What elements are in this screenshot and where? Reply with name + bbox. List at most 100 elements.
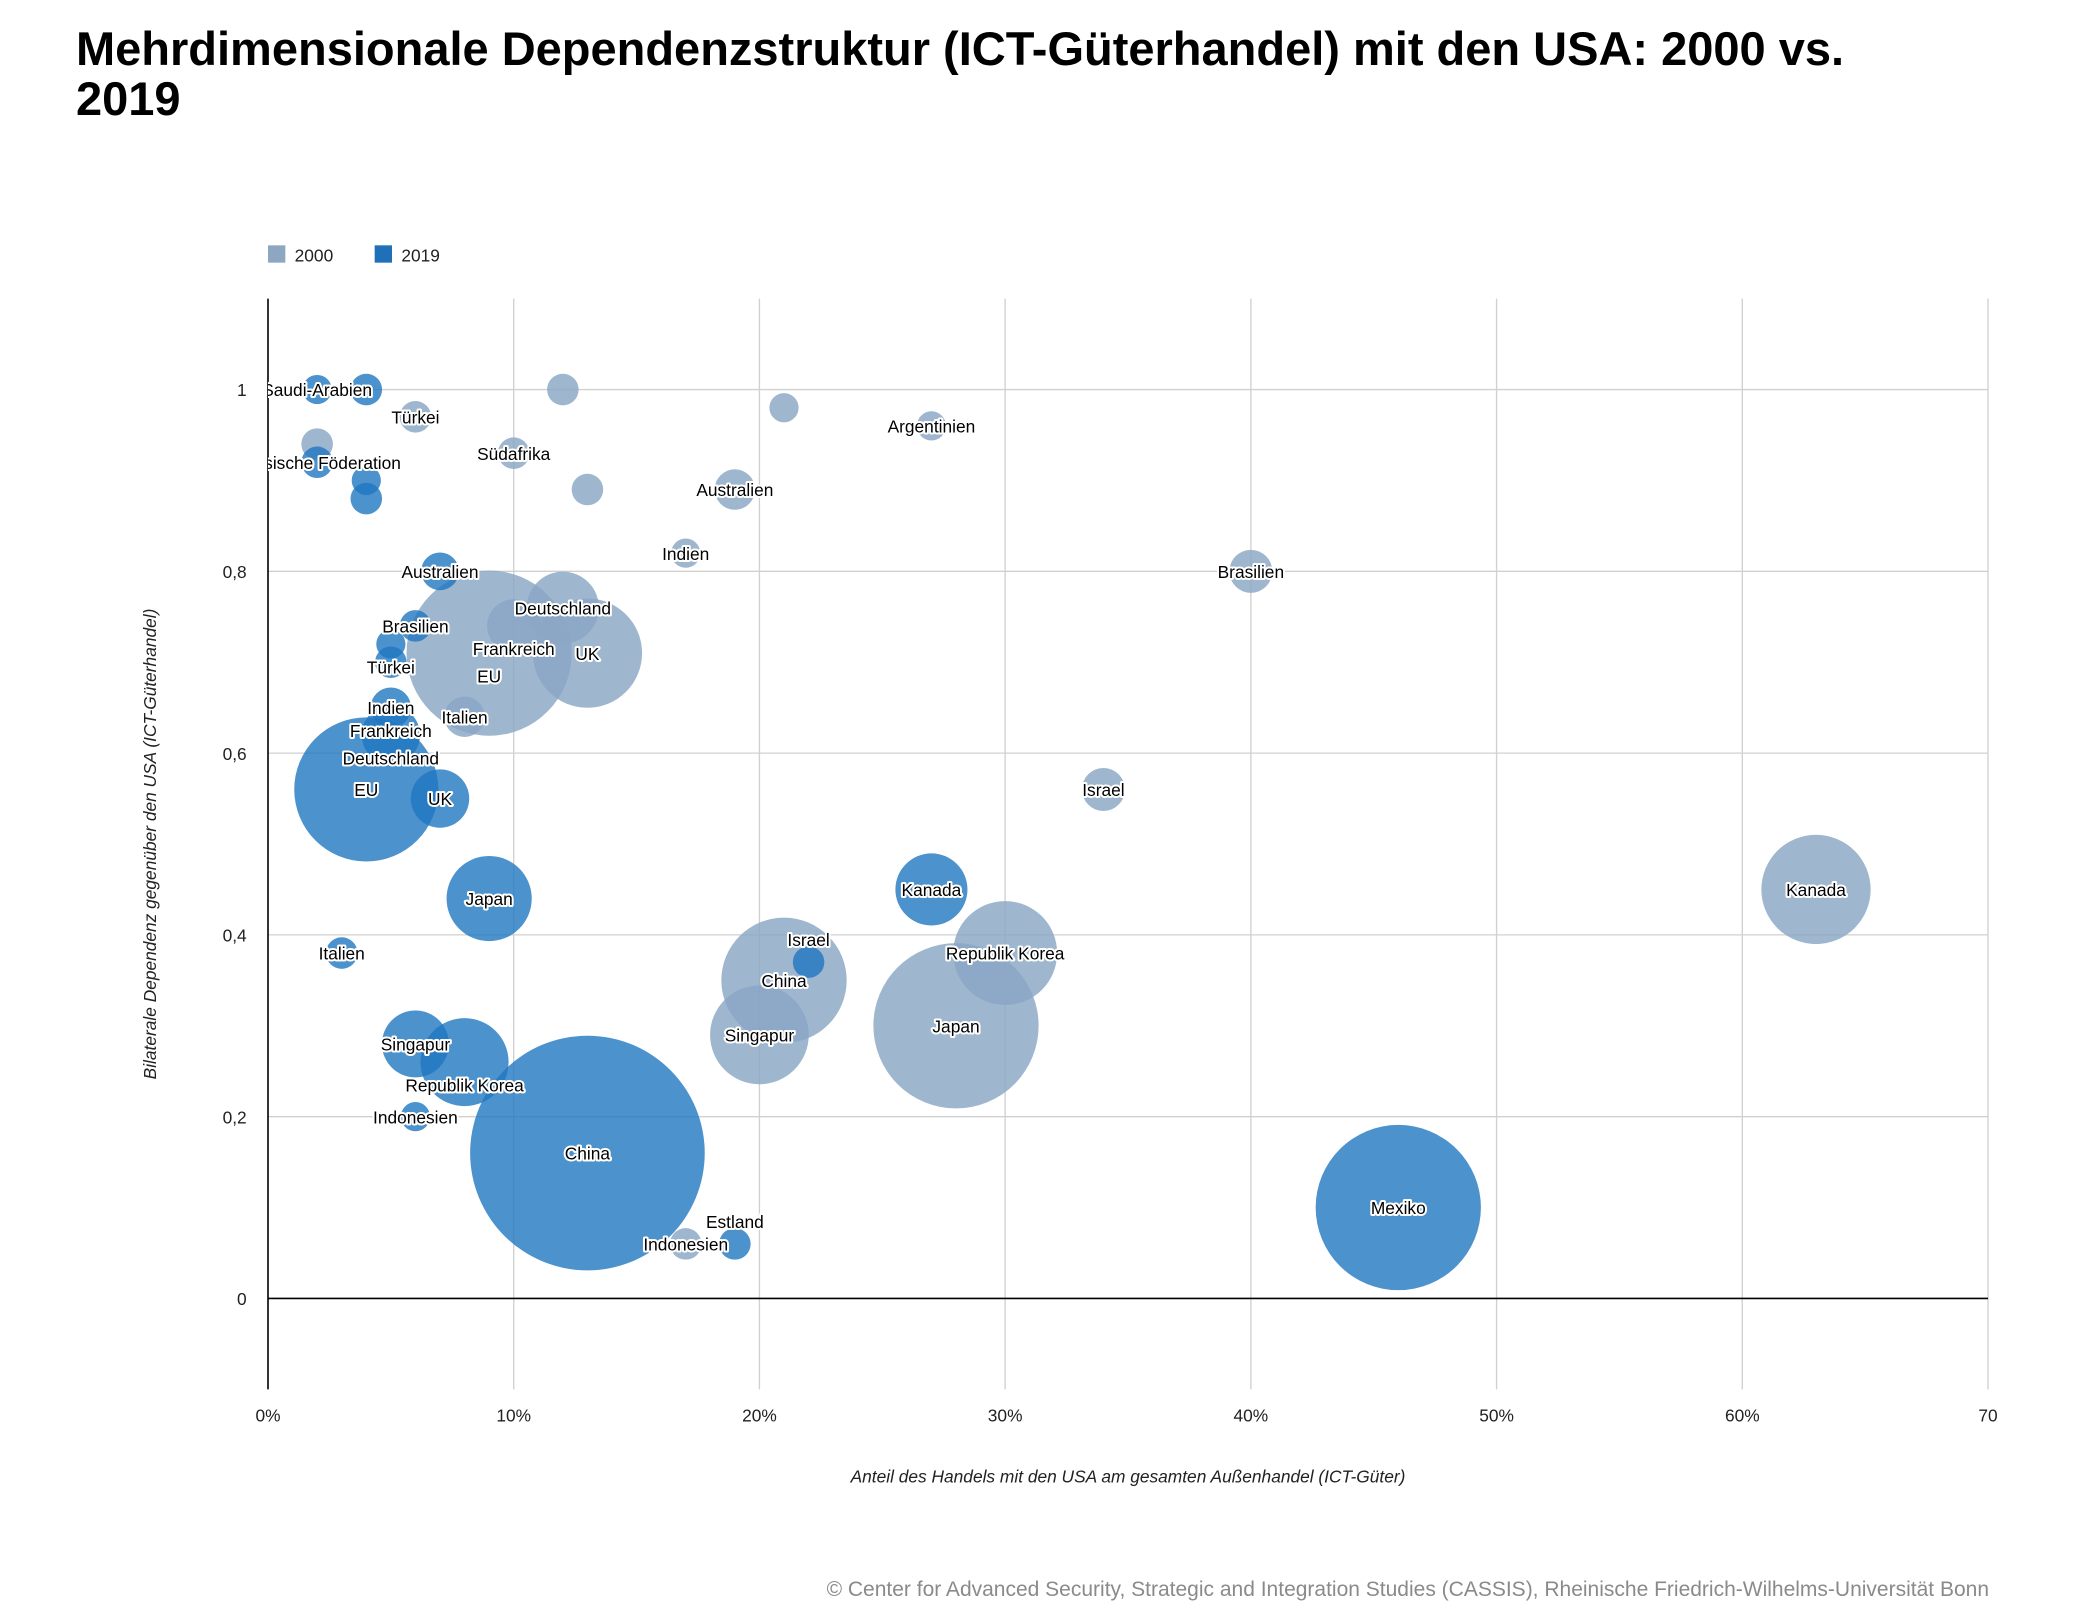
bubble-2019-mexiko[interactable]: [1315, 1124, 1481, 1291]
bubble-2000-eu[interactable]: [406, 570, 572, 736]
bubble-label: Indonesien: [373, 1107, 458, 1127]
bubble-label: Israel: [787, 930, 829, 950]
x-tick-label: 10%: [496, 1405, 531, 1425]
bubble-label: Indien: [367, 698, 414, 718]
bubble-label: UK: [428, 789, 453, 809]
bubble-2000-indonesien[interactable]: [669, 1228, 702, 1260]
bubble-2019-eu[interactable]: [294, 717, 439, 862]
y-tick-label: 0: [237, 1289, 247, 1309]
bubble-2000-südafrika[interactable]: [497, 437, 530, 469]
bubble-label: Indonesien: [643, 1235, 728, 1255]
copyright-footer: © Center for Advanced Security, Strategi…: [826, 1578, 1989, 1601]
bubble-2019-saudi-arabien[interactable]: [302, 374, 332, 405]
y-tick-label: 0,6: [223, 744, 247, 764]
bubble-label: Estland: [706, 1212, 764, 1232]
y-tick-label: 0,4: [223, 926, 247, 946]
bubble-2000-israel[interactable]: [1081, 767, 1125, 811]
bubble-2000[interactable]: [547, 373, 579, 406]
bubble-2000-uk[interactable]: [532, 598, 643, 708]
y-tick-label: 0,2: [223, 1107, 247, 1127]
bubble-label: Kanada: [1786, 880, 1846, 900]
bubble-2019-israel[interactable]: [792, 946, 825, 978]
bubble-label: Türkei: [391, 407, 439, 427]
legend-swatch-2000: [268, 245, 286, 263]
x-tick-label: 70: [1978, 1405, 1997, 1425]
x-tick-label: 40%: [1234, 1405, 1269, 1425]
bubble-label: EU: [477, 666, 501, 686]
bubble-2000-japan[interactable]: [873, 943, 1039, 1109]
legend: 2000 2019: [268, 245, 440, 265]
y-tick-label: 1: [237, 380, 247, 400]
legend-swatch-2019: [374, 245, 392, 263]
y-tick-label: 0,8: [223, 562, 247, 582]
legend-label-2000: 2000: [295, 245, 334, 265]
bubble-label: Frankreich: [473, 639, 555, 659]
bubble-label: Singapur: [381, 1035, 451, 1055]
x-tick-label: 60%: [1725, 1405, 1760, 1425]
bubble-label: China: [761, 971, 807, 991]
x-tick-label: 0%: [255, 1405, 280, 1425]
bubble-2019-indonesien[interactable]: [400, 1102, 431, 1132]
y-axis-title: Bilaterale Dependenz gegenüber den USA (…: [140, 609, 160, 1080]
bubble-label: Türkei: [367, 657, 415, 677]
bubble-label: Brasilien: [1218, 562, 1284, 582]
bubble-label: Japan: [932, 1016, 979, 1036]
bubble-label: Russische Föderation: [233, 453, 401, 473]
bubble-2019-uk[interactable]: [410, 769, 470, 828]
bubble-label: Brasilien: [382, 617, 448, 637]
bubble-2019-australien[interactable]: [421, 552, 459, 591]
bubble-2019-russische-föderation[interactable]: [301, 446, 333, 479]
bubble-label: Australien: [401, 562, 478, 582]
bubble-label: Republik Korea: [946, 944, 1065, 964]
bubble-label: Israel: [1082, 780, 1124, 800]
bubble-label: Indien: [662, 544, 709, 564]
bubble-2019-italien[interactable]: [325, 937, 358, 969]
legend-label-2019: 2019: [401, 245, 440, 265]
bubble-2000-indien[interactable]: [671, 538, 701, 568]
x-tick-label: 20%: [742, 1405, 777, 1425]
bubble-label: Deutschland: [343, 748, 439, 768]
bubble-label: Saudi-Arabien: [262, 380, 372, 400]
bubble-2019-japan[interactable]: [446, 855, 532, 942]
bubble-2000-brasilien[interactable]: [1229, 549, 1273, 593]
bubble-2019-estland[interactable]: [719, 1228, 751, 1260]
bubble-label: Italien: [319, 944, 365, 964]
bubble-label: Kanada: [902, 880, 962, 900]
bubble-2019-china[interactable]: [470, 1035, 705, 1271]
chart-title: Mehrdimensionale Dependenzstruktur (ICT-…: [76, 22, 1845, 125]
bubble-label: Argentinien: [888, 417, 976, 437]
bubble-labels: Türkei Südafrika Australien Argentinien Indi…: [233, 378, 1848, 1256]
bubble-2019[interactable]: [350, 373, 383, 406]
bubble-2000-türkei[interactable]: [399, 401, 432, 433]
bubble-2000[interactable]: [769, 393, 799, 423]
bubble-2000-australien[interactable]: [714, 469, 756, 510]
x-tick-label: 50%: [1479, 1405, 1514, 1425]
bubble-label: Republik Korea: [405, 1075, 524, 1095]
bubble-2000[interactable]: [571, 473, 604, 506]
bubble-label: Japan: [466, 889, 513, 909]
bubble-label: Südafrika: [477, 444, 551, 464]
bubble-label: Frankreich: [350, 721, 432, 741]
bubble-label: Mexiko: [1371, 1198, 1426, 1218]
x-tick-label: 30%: [988, 1405, 1023, 1425]
bubble-label: EU: [354, 780, 378, 800]
bubble-2019-republik-korea[interactable]: [420, 1018, 509, 1107]
bubble-label: China: [565, 1144, 611, 1164]
bubble-2019-kanada[interactable]: [895, 853, 968, 926]
x-axis-title: Anteil des Handels mit den USA am gesamt…: [850, 1467, 1406, 1487]
axes: 0% 10% 20% 30% 40% 50% 60% 70 0 0,2 0,4 0,6 0,8 1: [223, 298, 1998, 1425]
bubble-2000-italien[interactable]: [444, 696, 485, 737]
bubble-label: Australien: [696, 480, 773, 500]
bubble-label: Singapur: [725, 1026, 795, 1046]
bubble-label: Deutschland: [515, 598, 611, 618]
bubble-2019-brasilien[interactable]: [399, 610, 432, 642]
bubble-2000-argentinien[interactable]: [916, 411, 947, 441]
bubble-2019-indien[interactable]: [375, 646, 407, 678]
bubble-2019[interactable]: [350, 482, 383, 515]
bubble-label: UK: [575, 644, 600, 664]
bubble-2000-singapur[interactable]: [710, 985, 809, 1085]
bubbles: [294, 373, 1871, 1291]
bubble-2000-kanada[interactable]: [1761, 834, 1871, 945]
bubble-label: Italien: [441, 707, 487, 727]
